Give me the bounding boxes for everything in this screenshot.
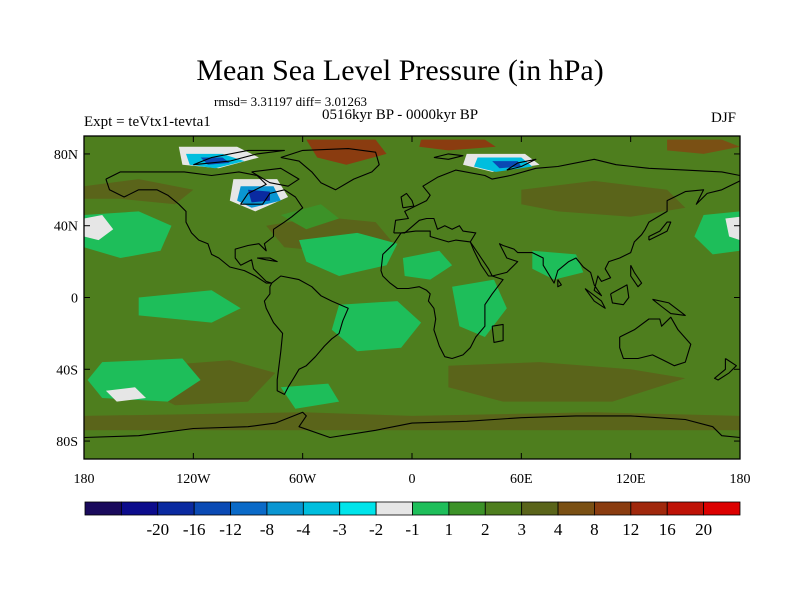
coast-uk xyxy=(400,192,415,209)
coast-sumatra xyxy=(584,288,606,309)
coast-antarctica xyxy=(84,411,740,439)
colorbar-label: 3 xyxy=(517,520,526,539)
coast-baffin xyxy=(251,167,300,187)
coast-new-guinea xyxy=(652,298,686,316)
y-tick-label: 80N xyxy=(54,148,78,163)
x-tick-label: 60W xyxy=(289,472,317,487)
colorbar-label: -8 xyxy=(260,520,274,539)
green-patch-greenland-south xyxy=(280,204,340,230)
colorbar-swatch xyxy=(630,501,668,516)
red-ridge-greenland xyxy=(306,139,387,165)
white-patch-south-pacific xyxy=(105,387,146,402)
colorbar-swatch xyxy=(375,501,413,516)
colorbar-swatch xyxy=(448,501,486,516)
blue-low-barents-core xyxy=(492,161,522,169)
colorbar-label: -4 xyxy=(296,520,311,539)
colorbar-swatch xyxy=(266,501,304,516)
colorbar-swatch xyxy=(120,501,159,516)
colorbar-label: 2 xyxy=(481,520,490,539)
colorbar-label: 12 xyxy=(622,520,639,539)
colorbar-swatch xyxy=(521,501,559,516)
brown-band-asia xyxy=(521,180,686,217)
white-high-north-pacific xyxy=(84,215,114,241)
colorbar-swatch xyxy=(557,501,595,516)
colorbar-label: 20 xyxy=(695,520,712,539)
coast-eurasia xyxy=(393,158,740,233)
season-label: DJF xyxy=(711,110,737,126)
green-patch-south-america-south xyxy=(280,383,340,409)
y-tick-label: 40N xyxy=(54,220,78,235)
colorbar-swatch xyxy=(302,501,341,516)
brown-band-north-pacific xyxy=(84,179,194,205)
coast-north-america xyxy=(105,171,304,284)
colorbar-swatch xyxy=(703,501,741,516)
x-tick-label: 0 xyxy=(409,472,416,487)
coast-asia-east xyxy=(393,180,740,297)
coast-madagascar xyxy=(491,323,504,343)
green-high-atlantic xyxy=(299,232,398,276)
colorbar-swatch xyxy=(484,501,523,516)
colorbar-swatch xyxy=(84,501,122,516)
green-patch-pacific-east xyxy=(138,290,241,323)
coast-novaya-zemlya xyxy=(506,158,537,171)
green-patch-east-africa xyxy=(452,279,507,337)
blue-low-hudson-core xyxy=(248,189,270,203)
colorbar-label: 8 xyxy=(590,520,599,539)
x-tick-label: 120W xyxy=(176,472,211,487)
coast-cuba xyxy=(256,257,278,263)
y-tick-label: 0 xyxy=(71,292,78,307)
coast-south-america xyxy=(263,275,349,395)
x-axis: 180 120W 60W 0 60E 120E 180 xyxy=(74,136,751,487)
colorbar-label: -16 xyxy=(183,520,206,539)
colorbar-swatch xyxy=(339,501,377,516)
colorbar-swatch xyxy=(594,501,632,516)
colorbar-swatch xyxy=(412,501,450,516)
red-ridge-east-arctic xyxy=(667,139,740,154)
y-tick-label: 80S xyxy=(56,435,78,450)
chart-title: Mean Sea Level Pressure (in hPa) xyxy=(196,54,604,87)
white-high-north-pacific-east xyxy=(725,216,740,241)
x-tick-label: 180 xyxy=(730,472,751,487)
y-tick-label: 40S xyxy=(56,363,78,378)
colorbar-label: -3 xyxy=(333,520,347,539)
coast-new-zealand xyxy=(713,358,737,381)
colorbar-swatch xyxy=(230,501,268,516)
colorbar: -20 -16 -12 -8 -4 -3 -2 -1 1 2 3 4 8 12 16 20 xyxy=(84,501,741,539)
colorbar-label: -2 xyxy=(369,520,383,539)
coast-sri-lanka xyxy=(557,279,562,288)
x-tick-label: 180 xyxy=(74,472,95,487)
coast-svalbard xyxy=(433,153,464,160)
colorbar-label: -12 xyxy=(219,520,242,539)
coastlines xyxy=(84,148,740,439)
coast-philippines xyxy=(630,264,643,288)
experiment-label: Expt = teVtx1-tevta1 xyxy=(84,114,211,130)
chart-subtitle: 0516kyr BP - 0000kyr BP xyxy=(322,107,479,123)
colorbar-label: 16 xyxy=(659,520,676,539)
coast-arctic-islands xyxy=(193,149,285,166)
colorbar-swatch xyxy=(193,501,231,516)
x-tick-label: 120E xyxy=(616,472,646,487)
coast-africa xyxy=(380,230,504,360)
green-patch-south-atlantic xyxy=(331,301,422,352)
brown-band-antarctic xyxy=(84,412,740,431)
brown-band-southern-indian xyxy=(448,362,686,402)
colorbar-label: -1 xyxy=(405,520,419,539)
coast-greenland xyxy=(280,148,380,191)
coast-australia xyxy=(619,316,692,367)
coast-japan xyxy=(648,221,672,241)
colorbar-swatch xyxy=(157,501,195,516)
colorbar-label: 1 xyxy=(445,520,454,539)
coast-indonesia-borneo xyxy=(610,284,630,306)
green-patch-india xyxy=(532,250,584,280)
green-patch-sahara xyxy=(402,250,453,280)
y-axis: 80N 40N 0 40S 80S xyxy=(54,148,740,450)
colorbar-swatch xyxy=(666,501,705,516)
x-tick-label: 60E xyxy=(510,472,533,487)
colorbar-label: 4 xyxy=(554,520,563,539)
red-ridge-arctic xyxy=(419,139,496,151)
pressure-field xyxy=(84,136,740,459)
stats-text: rmsd= 3.31197 diff= 3.01263 xyxy=(214,94,367,109)
colorbar-label: -20 xyxy=(146,520,169,539)
